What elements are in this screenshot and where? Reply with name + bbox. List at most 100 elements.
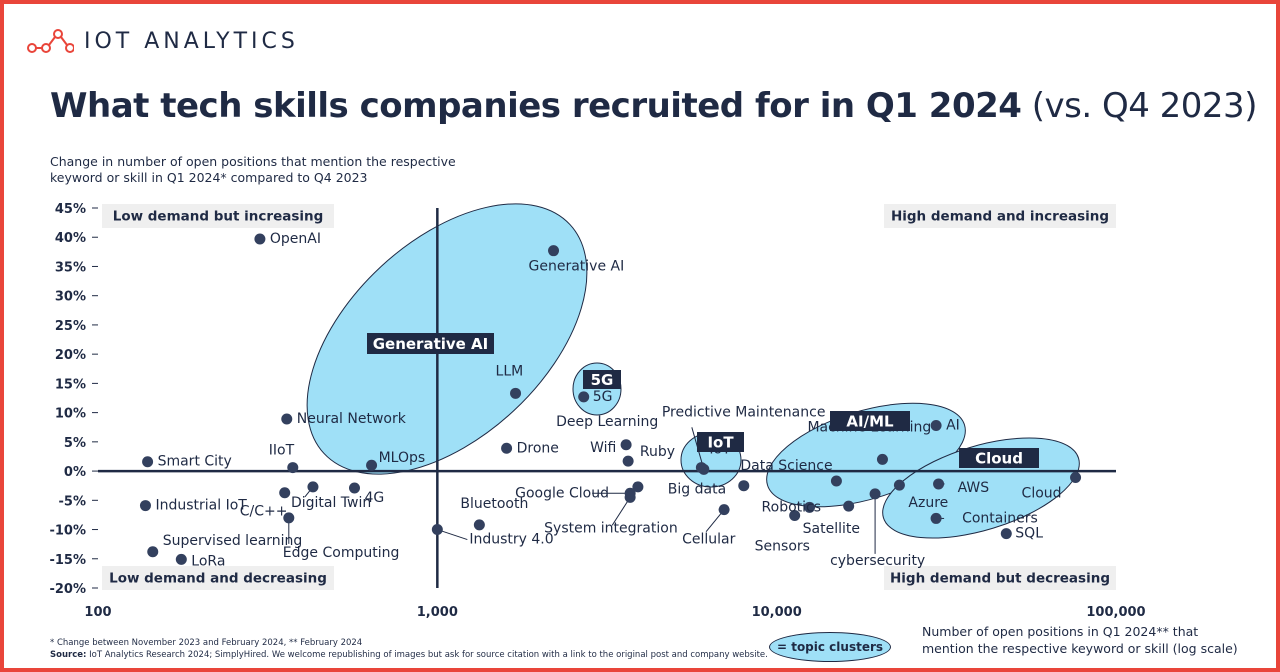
point-aws: [933, 478, 945, 490]
point-label-sql: SQL: [1015, 526, 1043, 542]
point-openai: [254, 233, 266, 245]
point-label-cybersecurity: cybersecurity: [830, 553, 925, 569]
slide-frame: IOT ANALYTICS What tech skills companies…: [4, 4, 1276, 668]
network-nodes-icon: [27, 29, 74, 53]
brand-logo: IOT ANALYTICS: [26, 26, 299, 56]
point-label-wifi: Wifi: [590, 440, 616, 456]
point-system-integration: [624, 491, 636, 503]
point-label-openai: OpenAI: [270, 231, 321, 247]
cluster-tag-generative-ai: Generative AI: [373, 335, 489, 353]
y-tick-label: -20%: [49, 582, 86, 597]
quadrant-label-bg: [884, 566, 1116, 590]
y-tick-label: -10%: [49, 524, 86, 539]
cluster-tag-ai-ml: AI/ML: [846, 413, 894, 431]
point-cellular: [718, 504, 730, 516]
point-label-4g: 4G: [364, 490, 384, 506]
cluster-tag-bg-ai-ml: [830, 411, 910, 431]
point-label-lora: LoRa: [191, 553, 225, 569]
point-label-ai: AI: [946, 417, 960, 433]
leader-line-system-integration: [611, 497, 631, 526]
source-text: IoT Analytics Research 2024; SimplyHired…: [86, 650, 768, 660]
point-label-industry-4-0: Industry 4.0: [469, 532, 553, 548]
point-label-edge-computing: Edge Computing: [283, 545, 400, 561]
point-label-data-science: Data Science: [740, 458, 832, 474]
point-mlops: [366, 459, 378, 471]
quadrant-label-top-left: Low demand but increasing: [113, 209, 324, 225]
quadrant-label-bottom-right: High demand but decreasing: [890, 571, 1110, 587]
y-tick-label: 15%: [55, 377, 86, 392]
point-label-containers: Containers: [962, 510, 1038, 526]
brand-name: IOT ANALYTICS: [84, 28, 299, 54]
legend-label: = topic clusters: [776, 640, 884, 654]
point-containers: [930, 512, 942, 524]
point-label-sensors: Sensors: [755, 539, 810, 555]
quadrant-label-bg: [102, 204, 334, 228]
point-machine-learning: [876, 453, 888, 465]
footnote-line: * Change between November 2023 and Febru…: [50, 638, 363, 648]
scatter-chart: Low demand but increasing High demand and…: [49, 202, 1145, 620]
point-label-c-c: C/C++: [240, 504, 288, 520]
point-label-iiot: IIoT: [269, 443, 295, 459]
y-tick-label: 5%: [64, 436, 86, 451]
quadrant-label-top-right: High demand and increasing: [891, 209, 1109, 225]
y-tick-label: -15%: [49, 553, 86, 568]
y-tick-label: 10%: [55, 407, 86, 422]
title-suffix: (vs. Q4 2023): [1021, 86, 1258, 126]
point-robotics: [804, 501, 816, 513]
point-label-ruby: Ruby: [640, 444, 675, 460]
point-label-5g: 5G: [593, 389, 613, 405]
point-satellite: [843, 500, 855, 512]
x-axis-caption: Number of open positions in Q1 2024** th…: [922, 624, 1238, 656]
x-tick-label: 100,000: [1086, 605, 1145, 620]
point-azure: [893, 479, 905, 491]
y-tick-label: 0%: [64, 465, 86, 480]
point-label-big-data: Big data: [668, 482, 726, 498]
point-ruby: [632, 481, 644, 493]
y-tick-label: 35%: [55, 260, 86, 275]
cluster-tag-bg-cloud: [959, 448, 1039, 468]
point-industrial-iot: [139, 500, 151, 512]
point-sensors: [789, 510, 801, 522]
page-title: What tech skills companies recruited for…: [50, 86, 1257, 126]
cluster-tag-bg-generative-ai: [367, 333, 494, 354]
point-label-aws: AWS: [958, 480, 990, 496]
point-label-deep-learning: Deep Learning: [556, 414, 658, 430]
point-big-data: [738, 480, 750, 492]
point-smart-city: [142, 456, 154, 468]
x-tick-label: 10,000: [752, 605, 802, 620]
point-label-predictive-maintenance: Predictive Maintenance: [662, 404, 826, 420]
cluster-tag-bg-iot: [697, 432, 744, 452]
point-label-generative-ai: Generative AI: [529, 259, 625, 275]
point-bluetooth: [473, 519, 485, 531]
point-llm: [510, 387, 522, 399]
point-label-drone: Drone: [517, 440, 559, 456]
source-label: Source:: [50, 650, 87, 660]
point-industry-4-0: [431, 524, 443, 536]
point-data-science: [830, 475, 842, 487]
point-label-mlops: MLOps: [379, 450, 426, 466]
y-tick-label: 25%: [55, 319, 86, 334]
cluster-tag-iot: IoT: [707, 434, 734, 452]
point-neural-network: [281, 413, 293, 425]
point-label-llm: LLM: [496, 363, 524, 379]
point-label-bluetooth: Bluetooth: [460, 496, 528, 512]
chart-subtitle: Change in number of open positions that …: [50, 154, 456, 185]
point-cybersecurity: [869, 488, 881, 500]
y-tick-label: 45%: [55, 202, 86, 217]
point-ai: [930, 419, 942, 431]
cluster-tag-5g: 5G: [591, 371, 614, 389]
point-label-azure: Azure: [908, 495, 948, 511]
point-label-digital-twin: Digital Twin: [291, 495, 371, 511]
footnote: * Change between November 2023 and Febru…: [50, 637, 768, 661]
title-main: What tech skills companies recruited for…: [50, 86, 1022, 126]
quadrant-label-bottom-left: Low demand and decreasing: [109, 571, 327, 587]
point-label-google-cloud: Google Cloud: [515, 485, 609, 501]
point-cloud: [1070, 472, 1082, 484]
point-deep-learning: [620, 439, 632, 451]
y-tick-label: 30%: [55, 290, 86, 305]
quadrant-label-bg: [102, 566, 334, 590]
point-label-smart-city: Smart City: [158, 454, 232, 470]
point-label-cloud: Cloud: [1022, 486, 1062, 502]
point-label-system-integration: System integration: [544, 520, 678, 536]
quadrant-label-bg: [884, 204, 1116, 228]
